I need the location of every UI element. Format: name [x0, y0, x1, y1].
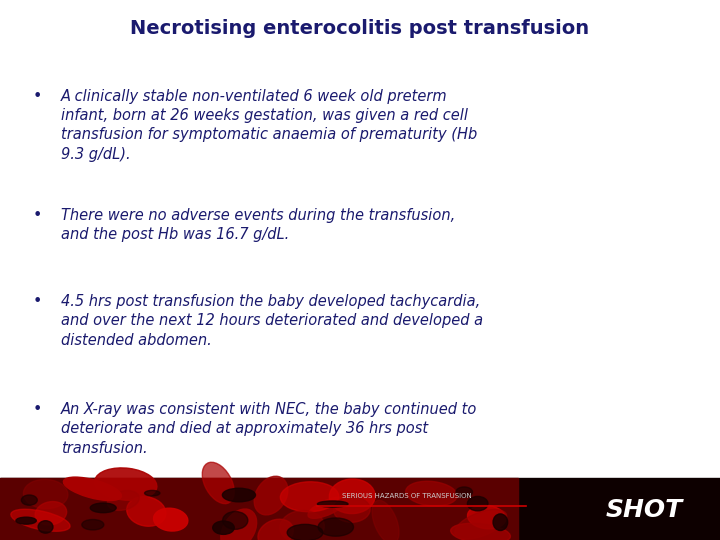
Text: There were no adverse events during the transfusion,
and the post Hb was 16.7 g/: There were no adverse events during the …	[61, 208, 456, 242]
Ellipse shape	[405, 481, 457, 506]
Ellipse shape	[455, 510, 507, 539]
Ellipse shape	[94, 468, 157, 500]
Bar	[0, 478, 720, 540]
Ellipse shape	[222, 511, 248, 529]
Ellipse shape	[11, 509, 70, 531]
Ellipse shape	[90, 503, 116, 512]
Ellipse shape	[221, 509, 256, 540]
Ellipse shape	[35, 502, 67, 525]
Ellipse shape	[63, 477, 122, 501]
Ellipse shape	[16, 517, 36, 524]
Ellipse shape	[222, 488, 256, 502]
Ellipse shape	[467, 505, 505, 529]
Bar	[0, 478, 518, 540]
Ellipse shape	[308, 497, 346, 518]
Text: SHOT: SHOT	[606, 498, 683, 522]
Text: An X-ray was consistent with NEC, the baby continued to
deteriorate and died at : An X-ray was consistent with NEC, the ba…	[61, 402, 477, 456]
Text: SERIOUS HAZARDS OF TRANSFUSION: SERIOUS HAZARDS OF TRANSFUSION	[342, 494, 472, 500]
Text: •: •	[32, 402, 42, 417]
Ellipse shape	[451, 523, 510, 540]
Text: 4.5 hrs post transfusion the baby developed tachycardia,
and over the next 12 ho: 4.5 hrs post transfusion the baby develo…	[61, 294, 483, 348]
Text: •: •	[32, 208, 42, 223]
Ellipse shape	[456, 487, 472, 497]
Ellipse shape	[153, 508, 188, 531]
Ellipse shape	[145, 490, 160, 496]
Text: Necrotising enterocolitis post transfusion: Necrotising enterocolitis post transfusi…	[130, 19, 590, 38]
Text: •: •	[32, 89, 42, 104]
Ellipse shape	[318, 518, 354, 536]
Ellipse shape	[333, 497, 370, 522]
Ellipse shape	[212, 521, 234, 535]
Ellipse shape	[287, 524, 323, 540]
Text: •: •	[32, 294, 42, 309]
Ellipse shape	[280, 482, 338, 512]
Ellipse shape	[82, 519, 104, 530]
Ellipse shape	[280, 510, 324, 540]
Ellipse shape	[107, 490, 139, 510]
Ellipse shape	[24, 480, 68, 509]
Ellipse shape	[258, 519, 293, 540]
Text: A clinically stable non-ventilated 6 week old preterm
infant, born at 26 weeks g: A clinically stable non-ventilated 6 wee…	[61, 89, 477, 161]
Ellipse shape	[38, 521, 53, 533]
Ellipse shape	[493, 514, 508, 530]
Ellipse shape	[254, 476, 288, 515]
Ellipse shape	[329, 479, 375, 514]
Ellipse shape	[202, 462, 234, 504]
Ellipse shape	[318, 501, 348, 507]
Ellipse shape	[467, 496, 488, 511]
Ellipse shape	[22, 495, 37, 505]
Ellipse shape	[127, 497, 166, 526]
Ellipse shape	[372, 501, 399, 540]
